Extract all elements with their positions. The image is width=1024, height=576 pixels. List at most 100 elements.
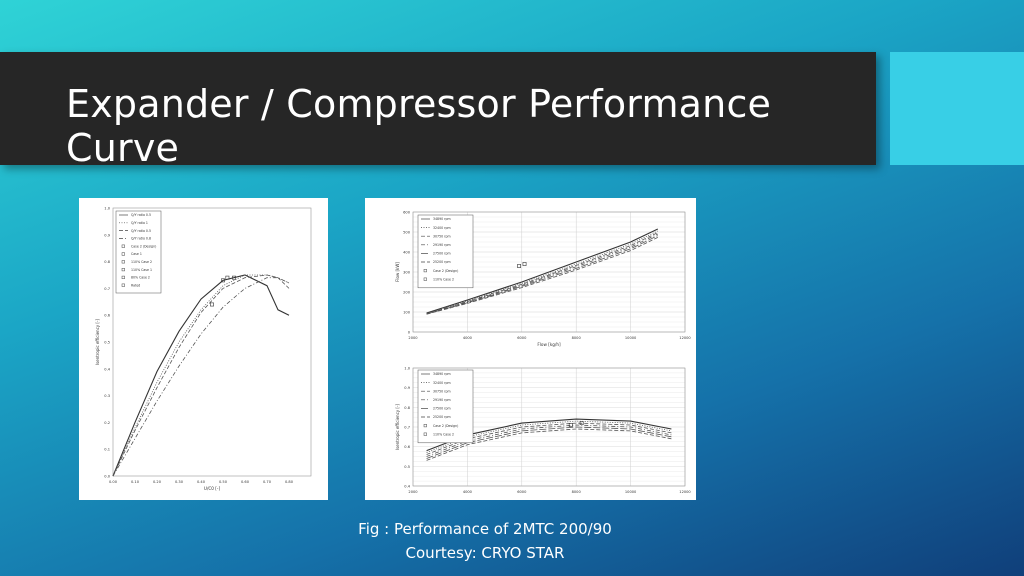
efficiency-xtick-label: 0.50 [219,480,228,484]
accent-block [890,52,1024,165]
compressor-efficiency-ytick-label: 0.8 [404,406,410,410]
compressor-efficiency-xtick-label: 10000 [625,490,637,494]
compressor-efficiency-xtick-label: 2000 [408,490,418,494]
efficiency-xtick-label: 0.70 [263,480,272,484]
efficiency-ytick-label: 0.6 [104,314,110,318]
efficiency-xtick-label: 0.00 [109,480,118,484]
compressor-efficiency-series-line [426,428,672,461]
title-bar: Expander / Compressor Performance Curve [0,52,876,170]
flow-legend-label: 29190 rpm [433,243,451,247]
figure-caption: Fig : Performance of 2MTC 200/90 [358,520,612,538]
efficiency-ytick-label: 0.3 [104,394,110,398]
flow-x-axis-label: Flow [kg/h] [537,342,561,347]
compressor-efficiency-legend-label: 29190 rpm [433,398,451,402]
efficiency-series-line [112,277,290,477]
compressor-efficiency-legend-label: 27500 rpm [433,407,451,411]
efficiency-plot-frame [112,207,312,477]
flow-ytick-label: 400 [403,251,411,255]
flow-xtick-label: 2000 [408,336,418,340]
compressor-efficiency-legend-label: Case 2 (Design) [433,424,458,428]
compressor-efficiency-ytick-label: 0.4 [404,485,410,489]
efficiency-legend-label: Q/Y ratio 0.5 [131,229,151,233]
efficiency-legend-label: Rated [131,283,140,287]
flow-legend-label: 30750 rpm [433,234,451,238]
compressor-efficiency-y-axis-label: Isentropic efficiency [-] [395,404,400,450]
flow-legend-label: 27500 rpm [433,252,451,256]
compressor-efficiency-xtick-label: 12000 [679,490,691,494]
efficiency-data-point [210,302,214,307]
efficiency-legend-label: Case 2 (Design) [131,244,156,248]
efficiency-data-point [225,275,230,280]
flow-xtick-label: 6000 [517,336,527,340]
efficiency-xtick-label: 0.30 [175,480,184,484]
compressor-efficiency-legend-label: 25200 rpm [433,415,451,419]
flow-chart: 0 100 200 300 400 500 600 2000 4000 6000 8000 10000… [395,211,691,348]
flow-series-line [426,235,658,315]
flow-series-line [426,232,658,314]
flow-legend-label: 25200 rpm [433,260,451,264]
flow-ytick-label: 100 [403,311,411,315]
compressor-efficiency-data-point [568,423,573,427]
compressor-efficiency-legend: 34890 rpm 32400 rpm 30750 rpm 29190 rpm 2750… [417,369,474,444]
efficiency-legend-marker [121,268,125,272]
efficiency-series-line [112,274,290,477]
efficiency-xtick-label: 0.40 [197,480,206,484]
efficiency-chart-panel: 0.0 0.1 0.2 0.3 0.4 0.5 0.6 0.7 0.8 0.9 1.0 0.00 0.1… [79,198,328,500]
efficiency-legend-label: 80% Case 2 [131,276,150,280]
compressor-efficiency-plot-frame [412,367,686,487]
flow-xtick-label: 8000 [572,336,582,340]
efficiency-data-point [221,278,225,283]
efficiency-ytick-label: 0.5 [104,341,110,345]
efficiency-legend-label: 110% Case 2 [131,260,152,264]
efficiency-legend: Q/Y ratio 0.5 Q/Y ratio 1 Q/Y ratio 0.5 Q/Y… [115,210,162,294]
efficiency-ytick-label: 0.1 [104,448,110,452]
compressor-efficiency-legend-marker [423,424,427,428]
flow-xtick-label: 12000 [679,336,691,340]
efficiency-ytick-label: 0.0 [104,475,110,479]
efficiency-chart: 0.0 0.1 0.2 0.3 0.4 0.5 0.6 0.7 0.8 0.9 1.0 0.00 0.1… [95,207,312,491]
efficiency-series-line [112,274,290,477]
efficiency-ytick-label: 0.7 [104,287,110,291]
efficiency-legend-label: 110% Case 1 [131,268,152,272]
efficiency-legend-marker [121,283,125,287]
efficiency-legend-label: Q/Y ratio 1 [131,221,148,225]
compressor-efficiency-xtick-label: 4000 [463,490,473,494]
compressor-efficiency-legend-label: 110% Case 2 [433,432,454,436]
flow-legend-label: Case 2 (Design) [433,269,458,273]
efficiency-xtick-label: 0.60 [241,480,250,484]
efficiency-ytick-label: 0.8 [104,260,110,264]
efficiency-legend-marker [121,260,125,264]
efficiency-legend-box [115,210,162,294]
flow-legend-label: 34890 rpm [433,217,451,221]
flow-legend: 34890 rpm 32400 rpm 30750 rpm 29190 rpm 2750… [417,214,474,289]
compressor-efficiency-ytick-label: 1.0 [404,367,410,371]
flow-xtick-label: 4000 [463,336,473,340]
efficiency-ytick-label: 0.4 [104,367,110,371]
compressor-efficiency-legend-label: 30750 rpm [433,389,451,393]
flow-data-point [522,262,527,266]
flow-series-line [426,237,658,315]
flow-plot-frame [412,211,686,333]
efficiency-legend-label: Case 1 [131,252,142,256]
compressor-efficiency-chart: 0.4 0.5 0.6 0.7 0.8 0.9 1.0 2000 4000 6000 8000 100… [395,367,691,495]
compressor-efficiency-ytick-label: 0.9 [404,386,410,390]
efficiency-xtick-label: 0.20 [153,480,162,484]
compressor-efficiency-legend-label: 34890 rpm [433,372,451,376]
figure-courtesy: Courtesy: CRYO STAR [405,544,565,562]
flow-legend-marker [423,277,427,281]
efficiency-legend-label: Q/Y ratio 0.5 [131,213,151,217]
compressor-efficiency-legend-marker [423,432,427,436]
compressor-efficiency-ytick-label: 0.7 [404,426,410,430]
compressor-efficiency-xtick-label: 6000 [517,490,527,494]
flow-series-line [426,228,659,314]
efficiency-legend-marker [121,244,125,248]
efficiency-legend-marker [121,275,125,279]
flow-data-point [517,264,521,268]
flow-ytick-label: 0 [408,331,411,335]
efficiency-y-axis-label: Isentropic efficiency [-] [95,319,100,365]
flow-legend-label: 32400 rpm [433,226,451,230]
efficiency-chart: 0.0 0.1 0.2 0.3 0.4 0.5 0.6 0.7 0.8 0.9 1.0 0.00 0.1… [95,207,312,491]
efficiency-x-axis-label: U/C0 [-] [204,486,221,491]
efficiency-xtick-label: 0.10 [131,480,140,484]
flow-ytick-label: 300 [403,271,411,275]
